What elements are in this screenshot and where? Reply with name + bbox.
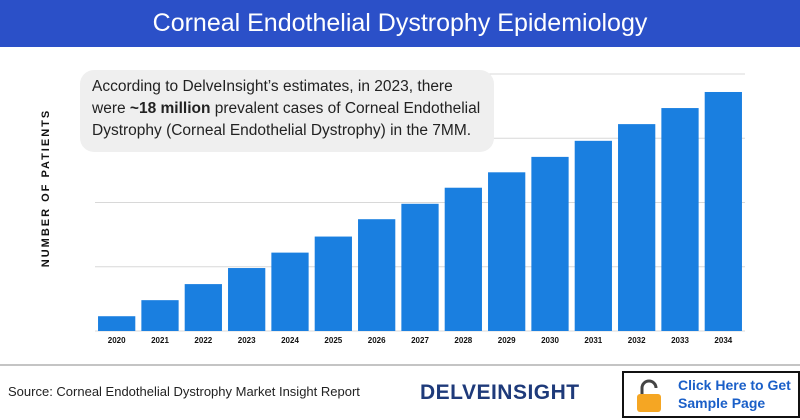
x-tick-label: 2033: [671, 336, 689, 345]
bar: [661, 108, 699, 332]
bar: [704, 91, 742, 332]
annotation-text: prevalent cases of Corneal Endothelial D…: [92, 100, 481, 139]
x-tick-label: 2021: [151, 336, 169, 345]
bar: [98, 316, 136, 331]
annotation-text: According to DelveInsight’s estimates, i…: [92, 78, 453, 117]
x-tick-label: 2025: [324, 336, 342, 345]
x-tick-label: 2031: [584, 336, 602, 345]
x-tick-label: 2029: [498, 336, 516, 345]
lock-body: [637, 394, 661, 412]
x-tick-label: 2028: [454, 336, 472, 345]
x-tick-label: 2034: [714, 336, 732, 345]
bar: [228, 268, 266, 331]
bar: [358, 219, 396, 331]
bar: [141, 300, 179, 331]
button-text: Click Here to Get: [678, 377, 791, 393]
x-tick-label: 2032: [628, 336, 646, 345]
bar: [314, 236, 352, 331]
bar: [531, 156, 569, 331]
x-tick-label: 2027: [411, 336, 429, 345]
y-axis-label: NUMBER OF PATIENTS: [40, 109, 52, 267]
x-tick-label: 2030: [541, 336, 559, 345]
x-tick-label: 2024: [281, 336, 299, 345]
bar: [184, 284, 222, 331]
logo: DELVEINSIGHT: [420, 381, 580, 404]
bar: [488, 172, 526, 331]
bar: [444, 187, 482, 331]
bar: [618, 124, 656, 332]
button-text: Sample Page: [678, 395, 766, 411]
x-tick-label: 2026: [368, 336, 386, 345]
lock-shackle: [640, 379, 658, 394]
sample-button[interactable]: Click Here to Get Sample Page: [622, 371, 800, 418]
header-title: Corneal Endothelial Dystrophy Epidemiolo…: [0, 0, 800, 47]
annotation-highlight: ~18 million: [129, 100, 211, 117]
annotation: According to DelveInsight’s estimates, i…: [80, 70, 494, 152]
source: Source: Corneal Endothelial Dystrophy Ma…: [8, 384, 360, 399]
x-tick-label: 2023: [238, 336, 256, 345]
bar: [271, 252, 309, 331]
x-tick-label: 2020: [108, 336, 126, 345]
bar: [574, 140, 612, 331]
bar: [401, 203, 439, 331]
x-tick-label: 2022: [194, 336, 212, 345]
lock-icon: [637, 379, 661, 412]
